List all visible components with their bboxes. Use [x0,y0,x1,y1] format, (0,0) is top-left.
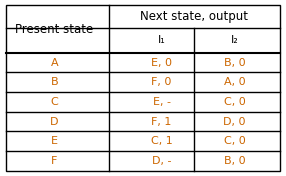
Text: C, 0: C, 0 [224,97,245,107]
Text: E, 0: E, 0 [151,58,172,68]
Text: C: C [50,97,58,107]
Text: F, 1: F, 1 [151,117,172,127]
Text: F, 0: F, 0 [151,77,172,87]
Text: D: D [50,117,59,127]
Text: C, 0: C, 0 [224,136,245,146]
Text: E: E [51,136,58,146]
Text: B, 0: B, 0 [224,156,245,166]
Text: D, -: D, - [152,156,171,166]
Text: F: F [51,156,57,166]
Text: B, 0: B, 0 [224,58,245,68]
Text: Present state: Present state [15,23,94,36]
Text: A: A [51,58,58,68]
Text: A, 0: A, 0 [224,77,245,87]
Text: B: B [51,77,58,87]
Text: Next state, output: Next state, output [140,10,249,23]
Text: E, -: E, - [153,97,170,107]
Text: I₁: I₁ [158,36,166,45]
Text: I₂: I₂ [231,36,239,45]
Text: D, 0: D, 0 [223,117,246,127]
Text: C, 1: C, 1 [151,136,172,146]
